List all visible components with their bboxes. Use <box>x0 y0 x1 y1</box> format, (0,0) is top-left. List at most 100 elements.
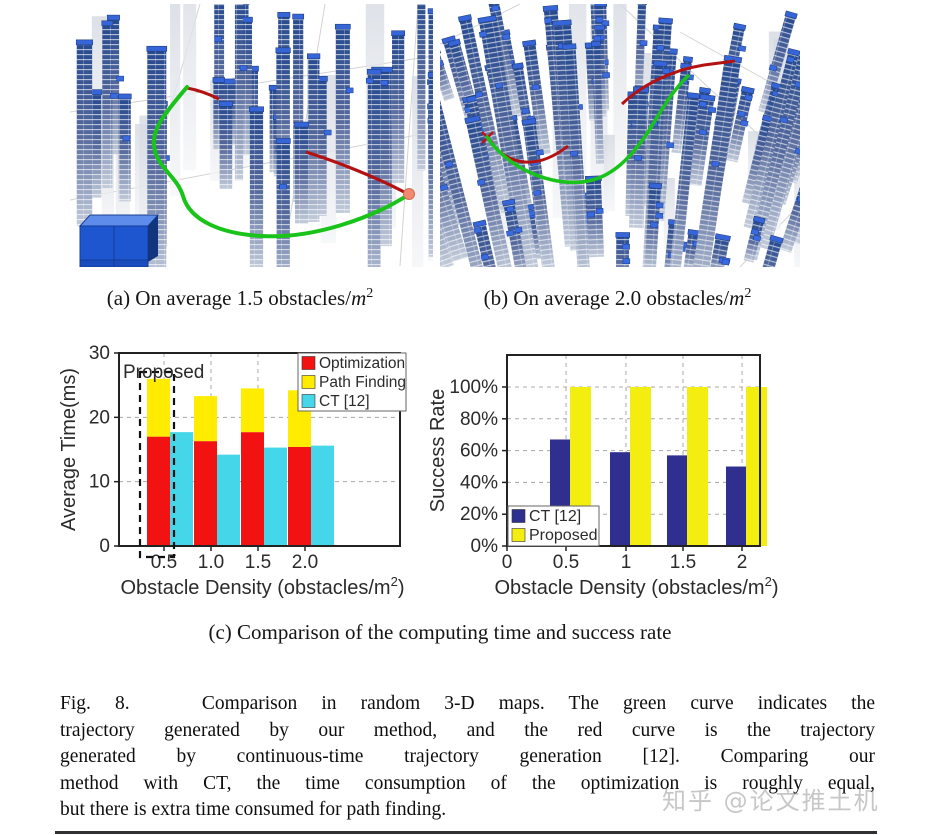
y-tick-label: 20 <box>89 407 110 428</box>
voxel-cube <box>587 211 596 218</box>
voxel-tower <box>457 14 513 213</box>
bar-optimization-1.5 <box>241 432 264 546</box>
voxel-tower <box>214 4 225 143</box>
legend: Optimization Path Finding CT [12] <box>297 352 407 412</box>
voxel-tower <box>218 101 234 189</box>
bar-ct-1.5 <box>667 455 687 546</box>
voxel-cube <box>122 135 131 142</box>
bar-proposed-1 <box>630 387 651 546</box>
subcaption-b-sup: 2 <box>744 286 752 301</box>
voxel-cube <box>380 80 389 86</box>
voxel-cube <box>737 45 747 52</box>
voxel-tower <box>75 39 93 226</box>
bar-proposed-1.5 <box>687 387 708 546</box>
bar-ct-2 <box>726 466 746 546</box>
red-trajectory-segment <box>305 150 407 195</box>
x-axis-label: Obstacle Density (obstacles/m2) <box>494 574 778 599</box>
voxel-cube <box>444 160 454 168</box>
voxel-cube <box>345 87 354 94</box>
voxel-tower <box>615 232 631 267</box>
bar-proposed-2 <box>746 387 767 546</box>
voxel-tower <box>234 4 248 181</box>
subcaption-a-sup: 2 <box>366 286 374 301</box>
voxel-tower <box>687 93 717 187</box>
legend-label: CT [12] <box>319 393 370 410</box>
figure-caption: Fig. 8. Comparison in random 3-D maps. T… <box>60 691 875 824</box>
figure-caption-line: trajectory generated by our method, and … <box>60 719 875 741</box>
voxel-tower <box>275 138 291 267</box>
legend-label: CT [12] <box>529 508 581 525</box>
legend: CT [12] Proposed <box>507 505 600 547</box>
x-tick-label: 0 <box>502 552 513 573</box>
voxel-tower <box>562 43 591 267</box>
voxel-cube <box>544 17 553 24</box>
voxel-cube <box>491 4 500 12</box>
proposed-annotation: Proposed <box>123 362 204 383</box>
bar-optimization-0.5 <box>147 436 170 546</box>
voxel-cube <box>502 33 511 41</box>
voxel-cube <box>506 205 515 213</box>
voxel-cube <box>595 208 604 214</box>
voxel-cube <box>533 189 542 197</box>
figure-caption-line: method with CT, the time consumption of … <box>60 772 875 794</box>
subcaption-c: (c) Comparison of the computing time and… <box>208 620 672 644</box>
voxel-tower <box>644 182 664 267</box>
proposed-dashed-box <box>138 370 176 559</box>
voxel-tower <box>391 30 406 183</box>
bar-ct-1.0 <box>217 454 240 546</box>
voxel-tower <box>756 21 800 250</box>
y-tick-label: 80% <box>460 409 498 430</box>
y-tick-label: 40% <box>460 472 498 493</box>
watermark: 知乎 @论文推土机 <box>662 787 880 815</box>
voxel-tower <box>101 20 118 189</box>
y-tick-label: 0% <box>471 536 499 557</box>
voxel-tower <box>779 176 800 253</box>
y-axis-label: Average Time(ms) <box>60 368 80 531</box>
bar-pathfinding-0.5 <box>147 378 170 437</box>
voxel-tower <box>440 107 468 263</box>
voxel-tower <box>522 39 551 155</box>
legend-label: Optimization <box>319 355 405 372</box>
voxel-tower <box>521 118 555 267</box>
voxel-cube <box>476 178 486 186</box>
voxel-tower <box>464 115 513 267</box>
voxel-tower <box>726 85 755 163</box>
bar-pathfinding-1.5 <box>241 388 264 433</box>
figure-caption-line: Fig. 8. Comparison in random 3-D maps. T… <box>60 693 875 714</box>
voxel-cube <box>514 226 523 234</box>
voxel-cube <box>662 68 671 75</box>
voxel-cube <box>655 202 664 209</box>
voxel-cube <box>531 83 540 91</box>
voxel-tower <box>249 106 264 267</box>
voxel-cube <box>634 155 642 161</box>
voxel-cube <box>779 116 789 124</box>
voxel-cube <box>110 93 118 99</box>
y-tick-label: 10 <box>89 472 110 493</box>
voxel-tower <box>292 13 305 202</box>
voxel-cube <box>639 40 648 47</box>
voxel-cube <box>473 226 482 234</box>
x-tick-label: 1.5 <box>245 552 271 573</box>
bar-ct-0.5 <box>170 432 193 546</box>
x-tick-label: 1.0 <box>198 552 224 573</box>
x-tick-label: 2.0 <box>292 552 318 573</box>
voxel-cube <box>323 129 332 136</box>
voxel-tower <box>755 234 784 267</box>
voxel-cube <box>474 90 484 98</box>
voxel-tower <box>117 93 132 202</box>
bottom-rule <box>55 831 877 834</box>
voxel-cube <box>478 30 488 38</box>
voxel-tower <box>294 121 310 224</box>
voxel-cube <box>786 56 795 64</box>
subcaption-a: (a) On average 1.5 obstacles/m2 <box>60 286 420 311</box>
subcaption-a-text: (a) On average 1.5 obstacles/ <box>106 286 352 310</box>
voxel-cube <box>666 142 675 149</box>
voxel-cube <box>521 107 530 115</box>
voxel-cube <box>593 35 602 42</box>
voxel-cube <box>495 82 504 89</box>
voxel-cube <box>744 94 753 102</box>
ghost-tower <box>663 177 675 251</box>
voxel-cube <box>796 196 800 204</box>
subcaption-a-var: m <box>351 286 367 310</box>
